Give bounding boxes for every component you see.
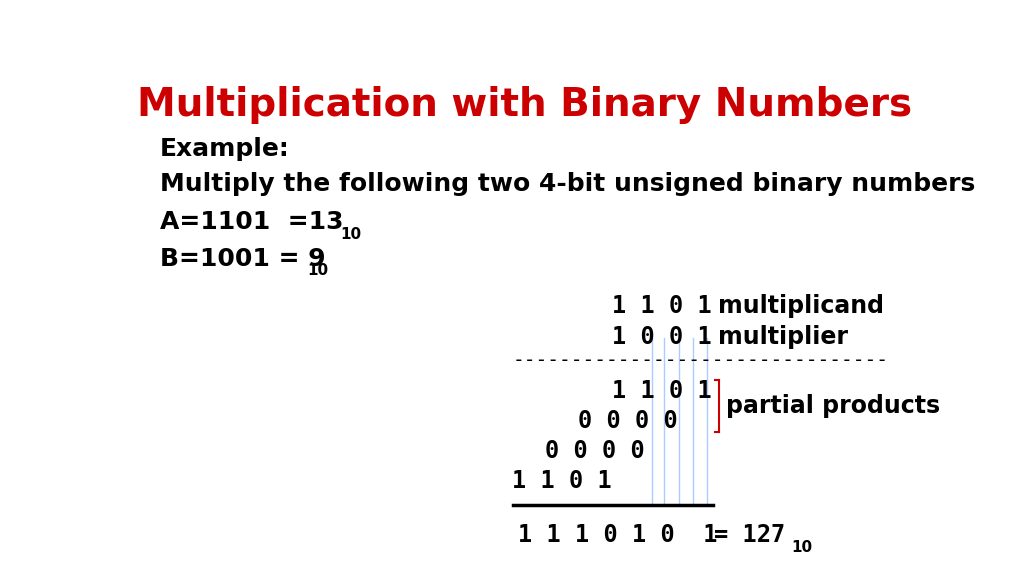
Text: Multiply the following two 4-bit unsigned binary numbers: Multiply the following two 4-bit unsigne… <box>160 172 975 196</box>
Text: A=1101  =13: A=1101 =13 <box>160 210 343 234</box>
Text: 0 0 0 0: 0 0 0 0 <box>545 439 645 463</box>
Text: 1 1 0 1: 1 1 0 1 <box>611 294 712 319</box>
Text: 1 1 1 0 1 0  1: 1 1 1 0 1 0 1 <box>518 523 718 547</box>
Text: 10: 10 <box>341 227 361 242</box>
Text: 10: 10 <box>307 263 329 278</box>
Text: Example:: Example: <box>160 137 290 161</box>
Text: --------------------------------: -------------------------------- <box>513 351 889 370</box>
Text: 1 1 0 1: 1 1 0 1 <box>512 469 611 493</box>
Text: multiplicand: multiplicand <box>718 294 884 319</box>
Text: partial products: partial products <box>726 394 940 418</box>
Text: 1 1 0 1: 1 1 0 1 <box>611 378 712 403</box>
Text: = 127: = 127 <box>715 523 785 547</box>
Text: multiplier: multiplier <box>718 324 848 348</box>
Text: 10: 10 <box>792 540 813 555</box>
Text: 0 0 0 0: 0 0 0 0 <box>579 409 678 433</box>
Text: 1 0 0 1: 1 0 0 1 <box>611 324 712 348</box>
Text: Multiplication with Binary Numbers: Multiplication with Binary Numbers <box>137 86 912 124</box>
Text: B=1001 = 9: B=1001 = 9 <box>160 247 326 271</box>
